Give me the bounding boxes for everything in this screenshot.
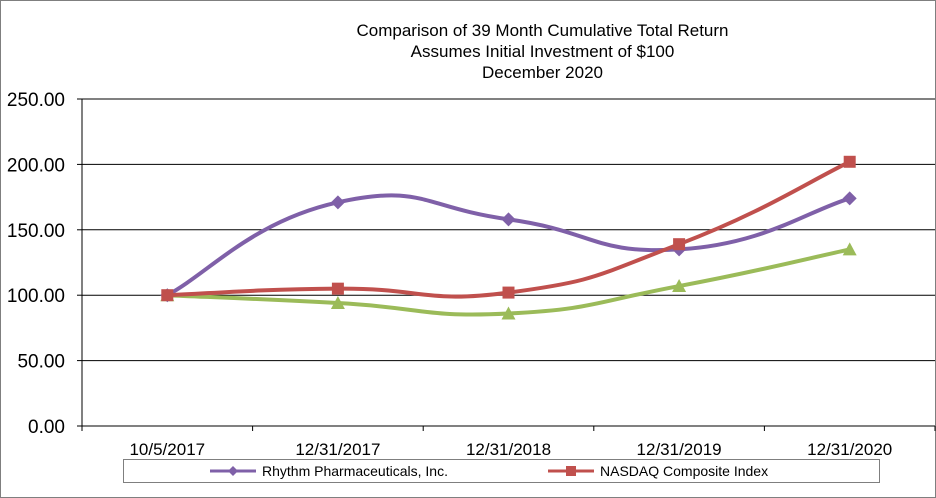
series-1-point-2 <box>502 286 515 299</box>
series-2-point-2 <box>501 306 516 320</box>
series-line-2 <box>167 247 851 317</box>
legend-item-nasdaq: NASDAQ Composite Index <box>548 460 768 482</box>
chart-subtitle-1: Assumes Initial Investment of $100 <box>410 42 675 61</box>
chart-subtitle-2: December 2020 <box>482 63 603 82</box>
legend-label-rhythm: Rhythm Pharmaceuticals, Inc. <box>262 463 448 479</box>
series-2-point-1 <box>330 296 345 310</box>
series-2-point-3 <box>672 279 687 293</box>
series-0-point-2 <box>501 212 516 227</box>
chart-title-block: Comparison of 39 Month Cumulative Total … <box>290 20 795 83</box>
y-tick-label-5: 250.00 <box>7 90 65 111</box>
x-tick-label-1: 12/31/2017 <box>295 440 380 459</box>
series-line-0 <box>166 193 851 297</box>
series-1-point-4 <box>843 155 856 168</box>
series-1-point-0 <box>161 289 174 302</box>
legend-item-rhythm: Rhythm Pharmaceuticals, Inc. <box>210 460 448 482</box>
x-tick-label-0: 10/5/2017 <box>129 440 205 459</box>
chart-legend: Rhythm Pharmaceuticals, Inc. NASDAQ Comp… <box>123 459 880 483</box>
series-0-point-4 <box>842 191 857 206</box>
legend-swatch-rhythm <box>210 466 256 476</box>
y-tick-label-1: 50.00 <box>17 352 65 373</box>
x-tick-label-3: 12/31/2019 <box>637 440 722 459</box>
series-2-point-4 <box>842 242 857 256</box>
series-0-point-1 <box>330 195 345 210</box>
y-tick-label-3: 150.00 <box>7 221 65 242</box>
x-tick-label-4: 12/31/2020 <box>807 440 892 459</box>
x-tick-label-2: 12/31/2018 <box>466 440 551 459</box>
series-1-point-3 <box>673 238 686 251</box>
legend-swatch-nasdaq <box>548 466 594 476</box>
chart-title: Comparison of 39 Month Cumulative Total … <box>356 21 729 40</box>
y-tick-label-2: 100.00 <box>7 286 65 307</box>
y-tick-label-0: 0.00 <box>28 417 65 438</box>
series-1-point-1 <box>331 282 344 295</box>
legend-label-nasdaq: NASDAQ Composite Index <box>600 463 769 479</box>
y-tick-label-4: 200.00 <box>7 155 65 176</box>
